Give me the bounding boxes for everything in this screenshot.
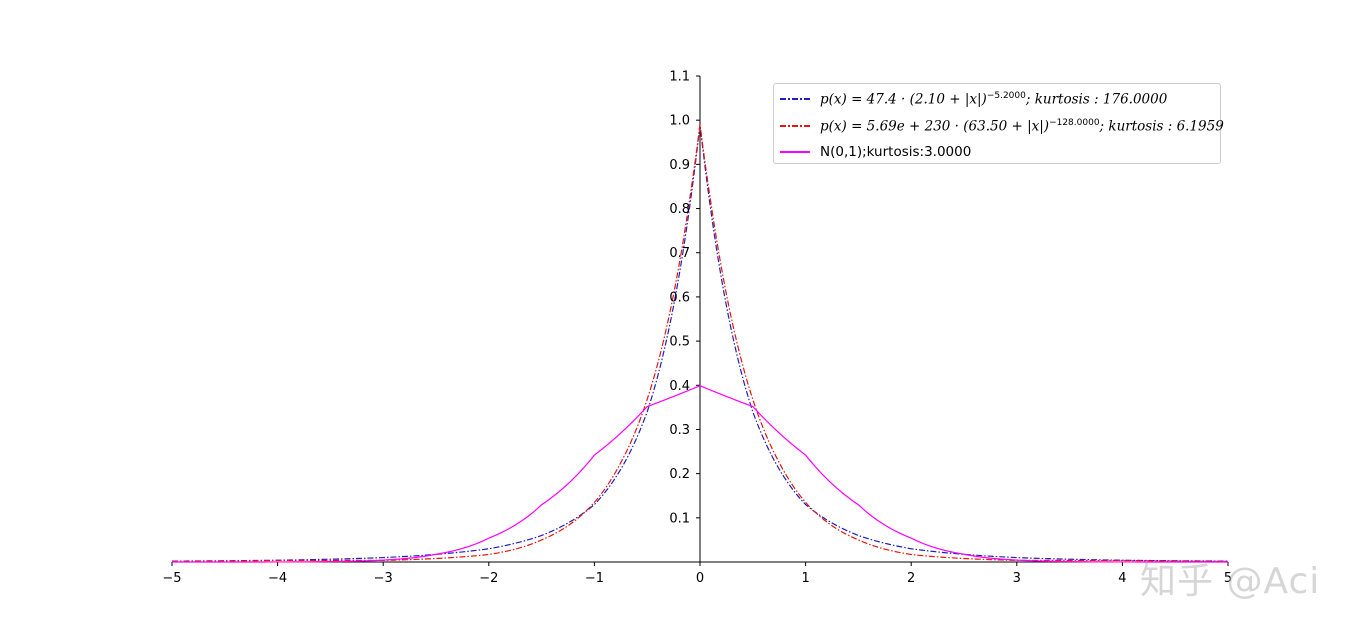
watermark: 知乎 @Aci — [1140, 561, 1321, 602]
y-tick-label: 1.1 — [669, 70, 690, 85]
legend-label-series-2: p(x) = 5.69e + 230 · (63.50 + |x|)−128.0… — [820, 117, 1224, 135]
x-tick-label: 5 — [1224, 571, 1232, 586]
legend-swatch-red-dashdot — [780, 125, 810, 127]
legend-entry-series-1: p(x) = 47.4 · (2.10 + |x|)−5.2000; kurto… — [774, 87, 1167, 111]
x-tick-label: 3 — [1013, 571, 1021, 586]
legend-label-series-3: N(0,1);kurtosis:3.0000 — [820, 144, 972, 160]
y-tick-label: 0.7 — [669, 246, 690, 261]
tick-labels: −5 −4 −3 −2 −1 0 1 2 3 4 5 0.1 0.2 0.3 0.4 0.5 0.6 0.7 0.8… — [162, 70, 1232, 587]
legend-entry-series-2: p(x) = 5.69e + 230 · (63.50 + |x|)−128.0… — [774, 114, 1224, 138]
series-lines — [171, 124, 1229, 563]
y-tick-label: 0.3 — [669, 423, 690, 438]
y-tick-label: 0.5 — [669, 335, 690, 350]
x-tick-label: 0 — [696, 571, 704, 586]
legend-swatch-blue-dashdot — [780, 98, 810, 100]
y-tick-label: 1.0 — [669, 114, 690, 129]
series-line-2 — [171, 124, 1229, 563]
legend-entry-series-3: N(0,1);kurtosis:3.0000 — [774, 140, 971, 164]
x-tick-label: 1 — [801, 571, 809, 586]
legend: p(x) = 47.4 · (2.10 + |x|)−5.2000; kurto… — [773, 83, 1224, 164]
x-tick-label: −4 — [268, 571, 287, 586]
y-tick-label: 0.4 — [669, 379, 690, 394]
x-tick-label: 4 — [1118, 571, 1126, 586]
y-tick-label: 0.9 — [669, 158, 690, 173]
y-tick-label: 0.8 — [669, 202, 690, 217]
x-tick-label: −5 — [162, 571, 181, 586]
axes — [171, 75, 1229, 566]
x-tick-label: −1 — [585, 571, 604, 586]
y-tick-label: 0.1 — [669, 511, 690, 526]
y-tick-label: 0.6 — [669, 290, 690, 305]
x-tick-label: −3 — [374, 571, 393, 586]
x-tick-label: 2 — [907, 571, 915, 586]
legend-swatch-magenta-solid — [780, 151, 810, 153]
x-tick-label: −2 — [479, 571, 498, 586]
series-line-3 — [172, 385, 1228, 563]
legend-label-series-1: p(x) = 47.4 · (2.10 + |x|)−5.2000; kurto… — [820, 90, 1168, 108]
y-tick-label: 0.2 — [669, 467, 690, 482]
